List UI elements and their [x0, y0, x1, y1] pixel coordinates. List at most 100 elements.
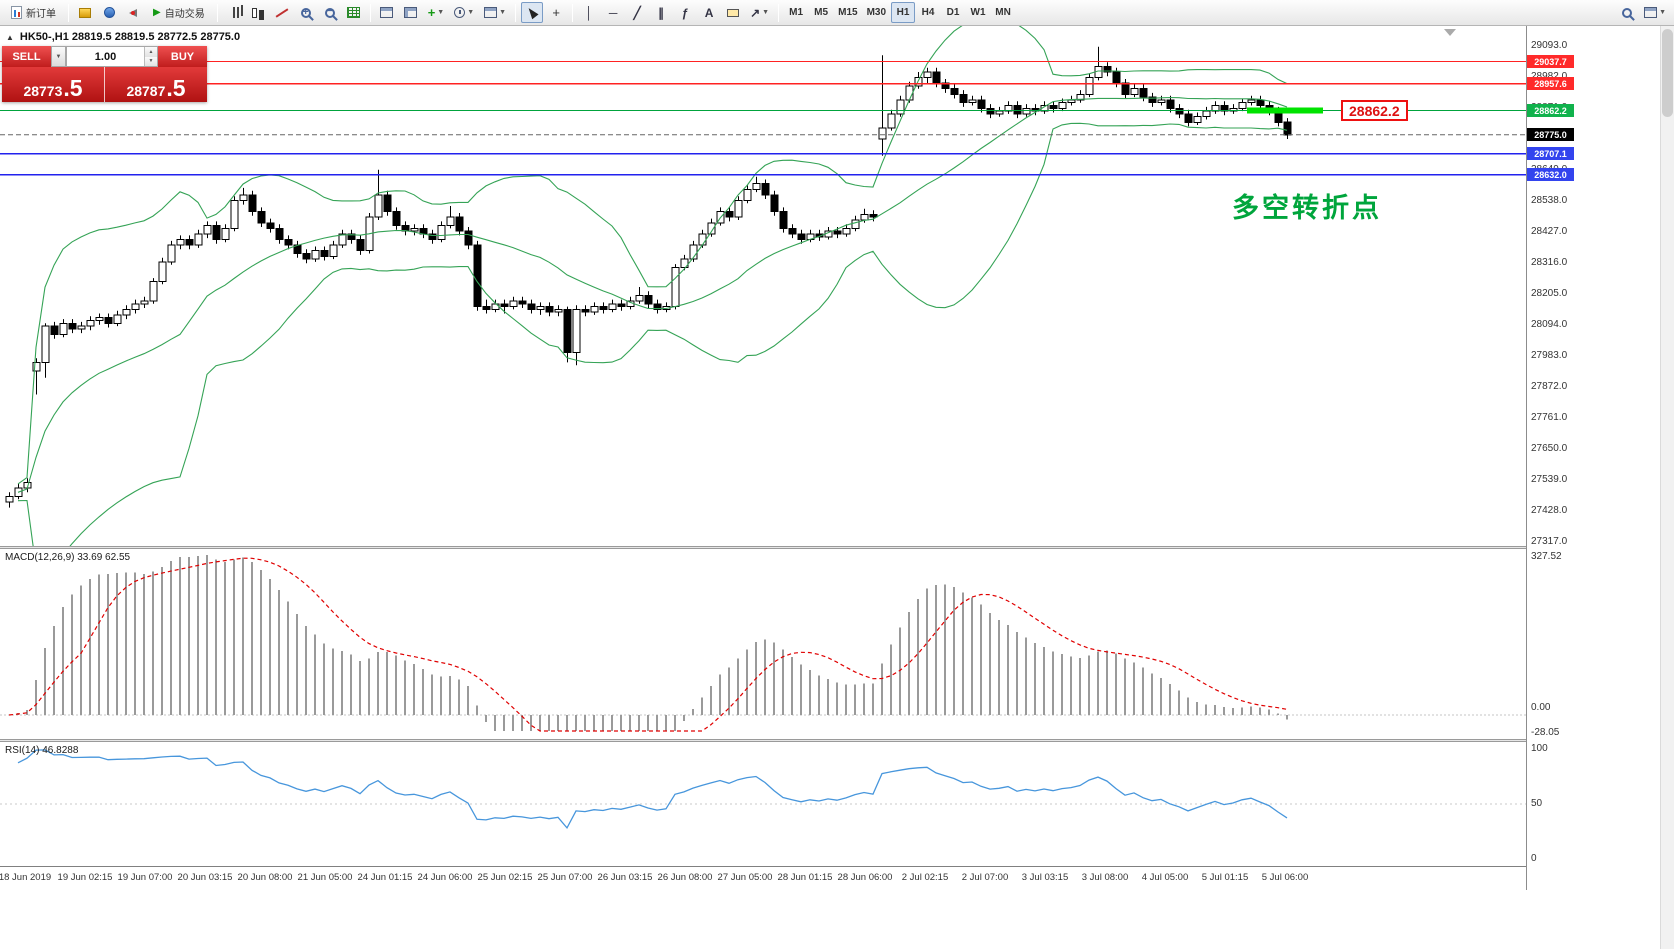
timeframe-w1[interactable]: W1	[970, 7, 986, 18]
search-button[interactable]	[1616, 2, 1638, 23]
macd-chart[interactable]	[0, 549, 1526, 739]
price-tag-label[interactable]: 28862.2	[1341, 100, 1408, 121]
fibonacci-icon: ƒ	[681, 5, 689, 20]
timeframe-m30[interactable]: M30	[866, 7, 887, 18]
time-axis-label: 26 Jun 03:15	[597, 872, 653, 883]
vertical-line-button[interactable]: │	[578, 2, 600, 23]
cascade-windows-button[interactable]	[400, 2, 422, 23]
buy-price[interactable]: 28787 .5	[105, 67, 207, 102]
macd-scale-label: 0.00	[1531, 702, 1551, 713]
price-level-badge: 28707.1	[1527, 147, 1574, 160]
zoom-out-icon	[324, 6, 335, 18]
macd-scale-label: -28.05	[1531, 727, 1560, 738]
main-chart-pane[interactable]	[0, 26, 1526, 546]
period-button[interactable]: ▼	[450, 2, 478, 23]
rsi-chart[interactable]	[0, 742, 1526, 866]
time-axis-label: 19 Jun 02:15	[57, 872, 113, 883]
crosshair-button[interactable]: +	[545, 2, 567, 23]
trendline-button[interactable]: ╱	[626, 2, 648, 23]
price-scale-label: 27983.0	[1531, 350, 1568, 361]
zoom-out-button[interactable]	[319, 2, 341, 23]
timeframe-h4[interactable]: H4	[921, 7, 935, 18]
candlestick-icon	[252, 7, 265, 20]
price-scale-label: 27761.0	[1531, 412, 1568, 423]
volume-field: 1.00 ▲ ▼	[66, 46, 158, 67]
workspace-button[interactable]: ▼	[1640, 2, 1670, 23]
community-button[interactable]	[98, 2, 120, 23]
zoom-in-button[interactable]	[295, 2, 317, 23]
current-price-badge: 28775.0	[1527, 128, 1574, 141]
sell-price[interactable]: 28773 .5	[2, 67, 105, 102]
cursor-button[interactable]	[521, 2, 544, 23]
time-axis-label: 25 Jun 02:15	[477, 872, 533, 883]
chart-annotation[interactable]: 多空转折点	[1232, 193, 1382, 223]
timeframe-mn[interactable]: MN	[995, 7, 1011, 18]
candlestick-chart[interactable]	[0, 26, 1526, 546]
axis-separator	[1526, 26, 1527, 890]
timeframe-m15[interactable]: M15	[838, 7, 858, 18]
favorites-button[interactable]	[74, 2, 96, 23]
templates-button[interactable]: ▼	[480, 2, 510, 23]
rsi-scale-label: 50	[1531, 798, 1543, 809]
time-axis-label: 26 Jun 08:00	[657, 872, 713, 883]
pane-resize-handle[interactable]	[0, 739, 1574, 742]
volume-dropdown[interactable]: ▼	[51, 46, 66, 67]
timeframe-m1[interactable]: M1	[789, 7, 804, 18]
workspace-icon	[1644, 7, 1658, 18]
strategy-tester-button[interactable]	[343, 2, 365, 23]
new-chart-button[interactable]: + ▼	[424, 2, 449, 23]
time-axis-label: 20 Jun 08:00	[237, 872, 293, 883]
new-order-icon	[11, 6, 22, 19]
time-axis-label: 18 Jun 2019	[0, 872, 52, 883]
collapse-panel-icon[interactable]: ▲	[6, 32, 14, 42]
spin-up-icon[interactable]: ▲	[145, 47, 157, 57]
pane-resize-handle[interactable]	[0, 546, 1574, 549]
price-scale-label: 27872.0	[1531, 381, 1568, 392]
arrows-button[interactable]: ↗ ▼	[746, 2, 773, 23]
label-button[interactable]	[722, 2, 744, 23]
search-icon	[1622, 7, 1633, 18]
time-axis-label: 24 Jun 01:15	[357, 872, 413, 883]
channel-button[interactable]: ∥	[650, 2, 672, 23]
horizontal-line-button[interactable]: ─	[602, 2, 624, 23]
candlestick-button[interactable]	[247, 2, 269, 23]
scrollbar-thumb[interactable]	[1662, 29, 1673, 117]
plus-icon: +	[427, 5, 436, 20]
auto-trading-button[interactable]: ▶ 自动交易	[146, 2, 212, 23]
time-axis-label: 2 Jul 07:00	[961, 872, 1009, 883]
volume-input[interactable]: 1.00	[94, 50, 117, 63]
line-chart-button[interactable]	[271, 2, 293, 23]
horizontal-line-icon: ─	[608, 5, 618, 20]
time-axis-label: 2 Jul 02:15	[901, 872, 949, 883]
spin-down-icon[interactable]: ▼	[145, 56, 157, 66]
bar-chart-icon	[232, 7, 235, 18]
text-button[interactable]: A	[698, 2, 720, 23]
time-axis[interactable]: 18 Jun 2019 19 Jun 02:15 19 Jun 07:00 20 Ju…	[0, 866, 1526, 890]
crosshair-icon: +	[552, 5, 560, 20]
price-level-badge: 28632.0	[1527, 168, 1574, 181]
rsi-pane[interactable]: RSI(14) 46.8288	[0, 742, 1526, 866]
timeframe-m5[interactable]: M5	[814, 7, 829, 18]
fibonacci-button[interactable]: ƒ	[674, 2, 696, 23]
timeframe-h1[interactable]: H1	[891, 2, 916, 23]
cascade-windows-icon	[404, 7, 418, 18]
buy-button[interactable]: BUY	[158, 46, 207, 67]
price-scale-label: 29093.0	[1531, 40, 1568, 51]
auto-trading-label: 自动交易	[164, 9, 205, 20]
macd-label: MACD(12,26,9) 33.69 62.55	[5, 552, 131, 563]
new-order-button[interactable]: 新订单	[4, 2, 63, 23]
macd-pane[interactable]: MACD(12,26,9) 33.69 62.55	[0, 549, 1526, 739]
bar-chart-button[interactable]	[223, 2, 245, 23]
price-level-badge: 29037.7	[1527, 55, 1574, 68]
toolbar-separator	[515, 3, 517, 22]
community-icon	[103, 7, 115, 18]
tile-windows-button[interactable]	[376, 2, 398, 23]
favorites-icon	[79, 7, 91, 18]
alerts-button[interactable]	[122, 2, 144, 23]
sell-price-int: 28773	[23, 82, 63, 99]
sell-button[interactable]: SELL	[2, 46, 51, 67]
timeframe-d1[interactable]: D1	[946, 7, 960, 18]
price-axis[interactable]: 29093.028982.028871.028760.028649.028538…	[1527, 26, 1574, 946]
vertical-scrollbar[interactable]	[1660, 26, 1674, 949]
